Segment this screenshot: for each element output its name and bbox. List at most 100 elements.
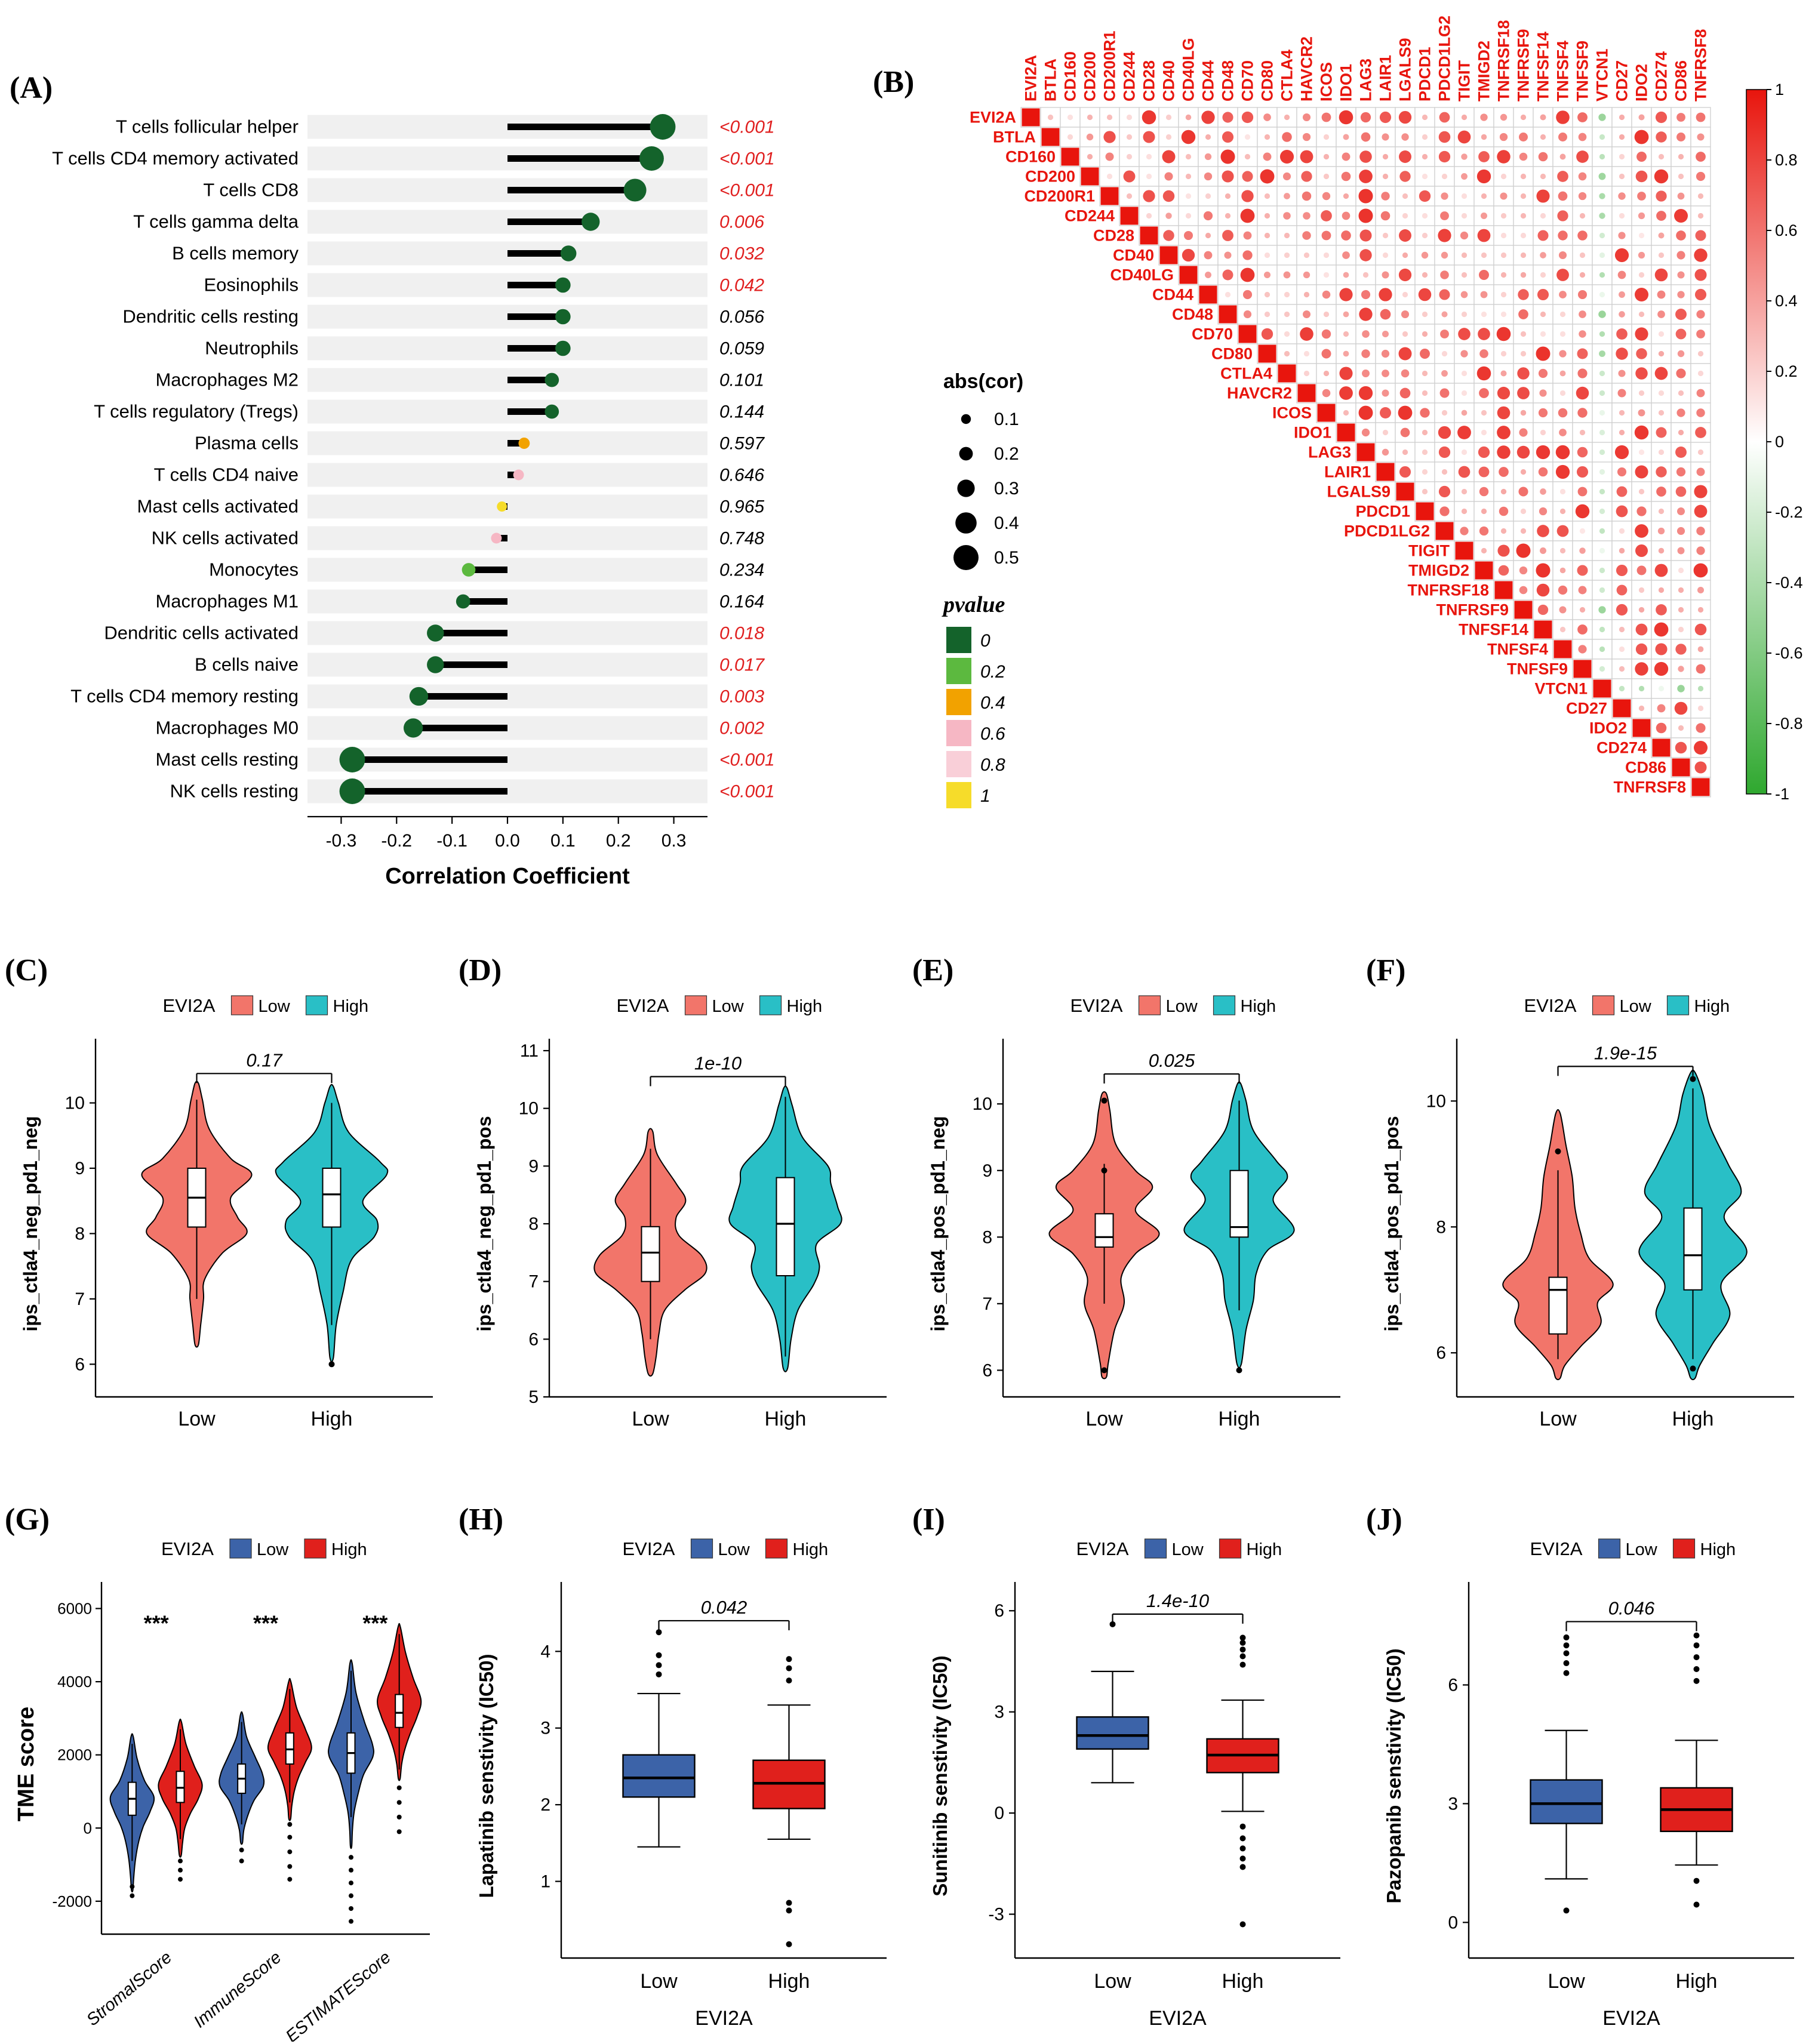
- svg-text:LAG3: LAG3: [1308, 444, 1351, 461]
- svg-text:T cells regulatory (Tregs): T cells regulatory (Tregs): [94, 401, 299, 422]
- svg-text:10: 10: [65, 1094, 85, 1113]
- svg-text:0.6: 0.6: [1775, 221, 1798, 239]
- svg-text:CD200: CD200: [1025, 168, 1075, 186]
- svg-text:0: 0: [1448, 1913, 1458, 1932]
- panel-f-label: (F): [1366, 953, 1406, 987]
- svg-text:EVI2A: EVI2A: [695, 2007, 753, 2030]
- svg-text:7: 7: [982, 1294, 992, 1314]
- panel-i-label: (I): [912, 1503, 945, 1537]
- svg-text:T cells CD4 memory activated: T cells CD4 memory activated: [52, 148, 299, 169]
- svg-text:CD40: CD40: [1113, 247, 1154, 264]
- svg-text:TIGIT: TIGIT: [1408, 542, 1450, 560]
- svg-text:6: 6: [994, 1601, 1004, 1621]
- svg-text:TIGIT: TIGIT: [1456, 60, 1473, 101]
- svg-text:TNFRSF9: TNFRSF9: [1436, 601, 1509, 619]
- svg-text:EVI2A: EVI2A: [970, 109, 1016, 127]
- svg-text:TME score: TME score: [14, 1707, 39, 1821]
- svg-text:2000: 2000: [57, 1746, 92, 1764]
- svg-text:0.5: 0.5: [994, 548, 1019, 568]
- svg-text:EVI2A: EVI2A: [1530, 1538, 1583, 1559]
- svg-text:VTCN1: VTCN1: [1534, 680, 1588, 698]
- svg-text:Low: Low: [640, 1970, 678, 1993]
- svg-text:T cells CD4 naive: T cells CD4 naive: [154, 464, 299, 485]
- svg-text:PDCD1: PDCD1: [1416, 47, 1434, 101]
- svg-text:Eosinophils: Eosinophils: [204, 275, 299, 295]
- svg-text:ips_ctla4_pos_pd1_neg: ips_ctla4_pos_pd1_neg: [927, 1116, 949, 1331]
- svg-text:0.2: 0.2: [1775, 362, 1798, 380]
- svg-text:0.164: 0.164: [719, 592, 764, 612]
- svg-text:T cells gamma delta: T cells gamma delta: [133, 211, 299, 232]
- svg-text:8: 8: [1436, 1217, 1446, 1237]
- svg-text:6: 6: [1436, 1343, 1446, 1363]
- svg-text:***: ***: [362, 1611, 387, 1635]
- svg-text:6: 6: [1448, 1676, 1458, 1695]
- svg-text:4000: 4000: [57, 1673, 92, 1691]
- svg-text:LAG3: LAG3: [1357, 59, 1375, 101]
- svg-text:0.597: 0.597: [719, 434, 765, 454]
- svg-text:0.018: 0.018: [719, 624, 764, 644]
- svg-text:Low: Low: [1626, 1540, 1658, 1559]
- svg-text:0.965: 0.965: [719, 497, 764, 517]
- svg-text:ImmuneScore: ImmuneScore: [190, 1948, 285, 2032]
- svg-text:CTLA4: CTLA4: [1278, 50, 1296, 101]
- svg-text:TNFRSF9: TNFRSF9: [1515, 29, 1533, 102]
- svg-text:9: 9: [75, 1159, 85, 1178]
- svg-text:EVI2A: EVI2A: [161, 1538, 214, 1559]
- svg-text:CD48: CD48: [1219, 60, 1237, 101]
- svg-text:Macrophages M0: Macrophages M0: [155, 718, 299, 738]
- svg-text:0.2: 0.2: [606, 831, 631, 851]
- svg-text:0.2: 0.2: [980, 662, 1005, 682]
- svg-text:CD86: CD86: [1672, 60, 1690, 101]
- svg-text:-0.2: -0.2: [381, 831, 412, 851]
- panel-a-lollipop-chart: T cells follicular helper <0.001 T cells C…: [12, 90, 848, 901]
- svg-text:0.3: 0.3: [662, 831, 687, 851]
- svg-text:Macrophages M1: Macrophages M1: [155, 591, 299, 612]
- svg-text:0.056: 0.056: [719, 307, 764, 327]
- svg-text:4: 4: [540, 1642, 550, 1661]
- svg-text:-0.8: -0.8: [1775, 715, 1803, 732]
- svg-text:IDO2: IDO2: [1633, 64, 1651, 101]
- svg-text:High: High: [1672, 1408, 1714, 1430]
- svg-text:TNFSF9: TNFSF9: [1507, 660, 1568, 678]
- svg-text:TNFSF14: TNFSF14: [1459, 621, 1528, 639]
- svg-text:3: 3: [540, 1719, 550, 1738]
- svg-text:Macrophages M2: Macrophages M2: [155, 370, 299, 390]
- svg-text:CD80: CD80: [1211, 345, 1253, 363]
- svg-text:TNFRSF18: TNFRSF18: [1407, 581, 1489, 599]
- svg-text:11: 11: [520, 1041, 539, 1061]
- svg-text:0.059: 0.059: [719, 339, 764, 359]
- svg-text:8: 8: [75, 1224, 85, 1243]
- svg-text:TNFRSF8: TNFRSF8: [1692, 29, 1710, 102]
- svg-text:0.017: 0.017: [719, 655, 765, 675]
- svg-text:8: 8: [982, 1227, 992, 1247]
- svg-text:1: 1: [1775, 81, 1784, 98]
- svg-text:Low: Low: [1094, 1970, 1131, 1993]
- panel-c-violin-chart: 6 7 8 9 10 ips_ctla4_neg_pd1_neg Low High 0.17 EV…: [6, 979, 448, 1480]
- svg-text:Low: Low: [1620, 997, 1652, 1016]
- svg-text:B cells memory: B cells memory: [172, 243, 299, 264]
- svg-text:TNFSF14: TNFSF14: [1534, 32, 1552, 101]
- svg-text:0.144: 0.144: [719, 402, 764, 422]
- svg-text:6: 6: [75, 1355, 85, 1374]
- svg-text:0.003: 0.003: [719, 687, 764, 707]
- svg-text:Low: Low: [632, 1408, 669, 1430]
- svg-text:CD27: CD27: [1566, 700, 1607, 718]
- svg-text:PDCD1LG2: PDCD1LG2: [1436, 16, 1454, 101]
- svg-text:<0.001: <0.001: [719, 750, 775, 770]
- svg-text:EVI2A: EVI2A: [1022, 55, 1040, 101]
- svg-text:Neutrophils: Neutrophils: [205, 338, 299, 359]
- svg-text:<0.001: <0.001: [719, 118, 775, 137]
- svg-text:HAVCR2: HAVCR2: [1298, 36, 1316, 101]
- svg-text:0.042: 0.042: [719, 276, 764, 295]
- svg-text:High: High: [331, 1540, 367, 1559]
- svg-text:BTLA: BTLA: [993, 128, 1036, 146]
- svg-text:High: High: [765, 1408, 807, 1430]
- svg-text:PDCD1: PDCD1: [1355, 503, 1410, 521]
- svg-text:High: High: [768, 1970, 810, 1993]
- svg-text:T cells CD4 memory resting: T cells CD4 memory resting: [70, 686, 299, 707]
- svg-text:TNFRSF8: TNFRSF8: [1614, 778, 1687, 796]
- svg-text:9: 9: [528, 1156, 539, 1176]
- svg-text:TMIGD2: TMIGD2: [1408, 562, 1469, 580]
- panel-f-violin-chart: 6 8 10 ips_ctla4_pos_pd1_pos Low High 1.9e-15 E…: [1367, 979, 1809, 1480]
- svg-text:0.2: 0.2: [994, 444, 1019, 464]
